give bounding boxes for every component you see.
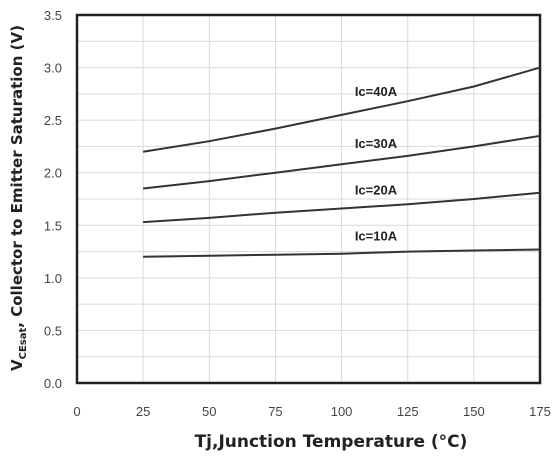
series-label: Ic=40A (355, 84, 398, 99)
series-label: Ic=30A (355, 136, 398, 151)
y-tick-label: 0.0 (44, 376, 62, 391)
x-tick-label: 175 (529, 404, 551, 419)
y-tick-label: 2.5 (44, 113, 62, 128)
x-tick-label: 125 (397, 404, 419, 419)
x-tick-labels: 0 25 50 75 100 125 150 175 (73, 404, 550, 419)
x-tick-label: 75 (268, 404, 282, 419)
y-tick-labels: 0.0 0.5 1.0 1.5 2.0 2.5 3.0 3.5 (44, 8, 62, 391)
y-axis-title-subscript: CEsat (18, 327, 29, 359)
y-axis-title: VCEsat, Collector to Emitter Saturation … (8, 25, 29, 371)
x-tick-label: 0 (73, 404, 80, 419)
y-tick-label: 1.5 (44, 218, 62, 233)
y-axis-title-rest: , Collector to Emitter Saturation (V) (8, 25, 26, 328)
y-axis-title-main: V (8, 359, 26, 371)
series-line-ic-20a (143, 191, 541, 224)
series-line-ic-30a (142, 134, 541, 190)
series-labels: Ic=40A Ic=30A Ic=20A Ic=10A (355, 84, 398, 244)
x-tick-label: 100 (331, 404, 353, 419)
y-tick-label: 0.5 (44, 323, 62, 338)
series-lines (142, 66, 541, 258)
series-label: Ic=20A (355, 182, 398, 197)
y-tick-label: 3.0 (44, 61, 62, 76)
x-axis-title: Tj,Junction Temperature (°C) (195, 432, 468, 452)
series-line-ic-40a (142, 66, 541, 153)
y-tick-label: 2.0 (44, 166, 62, 181)
x-tick-label: 150 (463, 404, 485, 419)
series-line-ic-10a (143, 248, 541, 258)
x-tick-label: 25 (136, 404, 150, 419)
x-tick-label: 50 (202, 404, 216, 419)
y-tick-label: 3.5 (44, 8, 62, 23)
series-label: Ic=10A (355, 229, 398, 244)
y-tick-label: 1.0 (44, 271, 62, 286)
plot-frame (75, 13, 542, 385)
